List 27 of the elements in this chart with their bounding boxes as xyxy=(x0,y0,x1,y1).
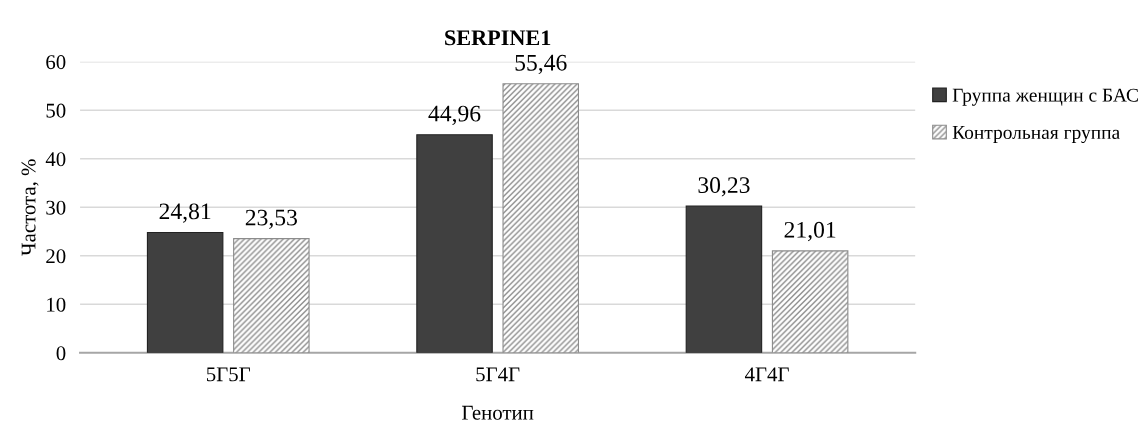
bar xyxy=(146,231,224,353)
y-tick-label: 0 xyxy=(56,346,66,361)
y-tick-label: 30 xyxy=(46,200,66,215)
data-label: 23,53 xyxy=(245,209,297,229)
chart-title: SERPINE1 xyxy=(445,30,551,46)
x-tick-label: 5Г4Г xyxy=(476,367,520,382)
x-axis-title: Генотип xyxy=(462,405,534,420)
data-label: 55,46 xyxy=(515,54,567,75)
y-tick-label: 20 xyxy=(46,249,66,264)
y-tick-label: 40 xyxy=(45,152,66,167)
data-label: 21,01 xyxy=(784,221,836,242)
legend-label: Группа женщин с БАС xyxy=(952,88,1138,106)
bar xyxy=(233,238,310,353)
x-tick-label: 4Г4Г xyxy=(744,367,789,382)
bar xyxy=(502,83,580,353)
y-axis-title: Частота, % xyxy=(21,159,39,256)
y-tick-label: 10 xyxy=(47,297,66,312)
data-label: 44,96 xyxy=(428,105,481,125)
data-label: 24,81 xyxy=(159,203,211,223)
bar xyxy=(771,250,849,353)
x-tick-label: 5Г5Г xyxy=(207,367,251,382)
legend-label: Контрольная группа xyxy=(952,126,1120,144)
y-tick-label: 50 xyxy=(46,103,66,118)
data-label: 30,23 xyxy=(698,177,750,197)
y-tick-label: 60 xyxy=(46,55,66,70)
bar xyxy=(416,134,493,353)
bar xyxy=(685,205,763,353)
